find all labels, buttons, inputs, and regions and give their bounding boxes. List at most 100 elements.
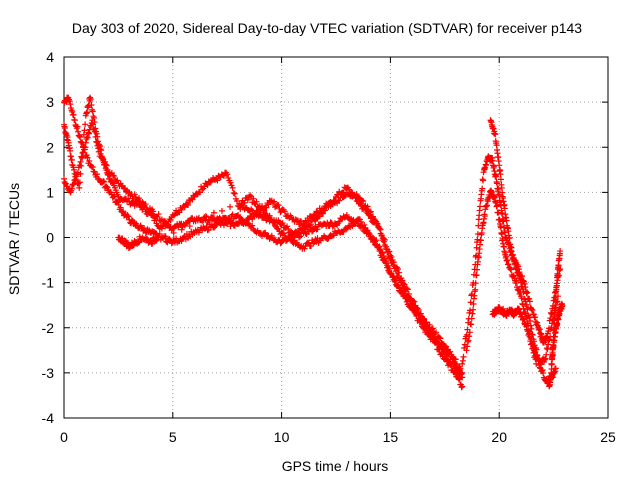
- data-point: [74, 169, 81, 176]
- data-point: [156, 230, 163, 237]
- data-point: [545, 341, 552, 348]
- data-point: [279, 229, 286, 236]
- data-point: [480, 177, 487, 184]
- data-point: [526, 314, 533, 321]
- data-point: [544, 346, 551, 353]
- data-point: [128, 216, 135, 223]
- data-point: [396, 284, 403, 291]
- data-point: [497, 224, 504, 231]
- data-point: [341, 193, 348, 200]
- data-point: [103, 183, 110, 190]
- data-point: [513, 278, 520, 285]
- data-point: [279, 220, 286, 227]
- data-point: [76, 179, 83, 186]
- data-point: [459, 360, 466, 367]
- data-point: [508, 244, 515, 251]
- data-point: [235, 220, 242, 227]
- data-point: [367, 208, 374, 215]
- data-point: [316, 213, 323, 220]
- data-point: [364, 203, 371, 210]
- data-point: [530, 349, 537, 356]
- data-point: [343, 211, 350, 218]
- data-point: [152, 230, 159, 237]
- data-point: [129, 199, 136, 206]
- data-point: [67, 147, 74, 154]
- data-point: [437, 335, 444, 342]
- data-point: [117, 204, 124, 211]
- data-point: [97, 150, 104, 157]
- data-point: [266, 212, 273, 219]
- data-point: [199, 186, 206, 193]
- data-point: [141, 225, 148, 232]
- data-point: [440, 348, 447, 355]
- data-point: [520, 289, 527, 296]
- data-point: [302, 230, 309, 237]
- y-tick-label: -3: [42, 365, 55, 381]
- data-point: [555, 262, 562, 269]
- data-point: [456, 375, 463, 382]
- data-point: [506, 235, 513, 242]
- data-point: [533, 346, 540, 353]
- data-point: [532, 314, 539, 321]
- x-tick-label: 5: [169, 429, 177, 445]
- data-point: [396, 269, 403, 276]
- data-point: [277, 240, 284, 247]
- data-point: [253, 212, 260, 219]
- data-point: [111, 193, 118, 200]
- data-point: [194, 216, 201, 223]
- data-point: [253, 198, 260, 205]
- data-point: [356, 200, 363, 207]
- data-point: [539, 367, 546, 374]
- data-point: [529, 345, 536, 352]
- data-point: [521, 280, 528, 287]
- data-point: [84, 154, 91, 161]
- data-point: [519, 300, 526, 307]
- data-point: [125, 213, 132, 220]
- data-point: [395, 266, 402, 273]
- data-point: [167, 217, 174, 224]
- data-point: [75, 180, 82, 187]
- data-point: [136, 195, 143, 202]
- data-point: [554, 320, 561, 327]
- data-point: [472, 280, 479, 287]
- data-point: [496, 162, 503, 169]
- data-point: [61, 175, 67, 182]
- data-point: [77, 158, 84, 165]
- data-point: [88, 101, 95, 108]
- data-point: [183, 200, 190, 207]
- series-track-j: [548, 300, 566, 368]
- x-tick-label: 15: [383, 429, 399, 445]
- data-point: [373, 218, 380, 225]
- y-tick-label: -4: [42, 410, 55, 426]
- data-point: [231, 190, 238, 197]
- data-point: [399, 277, 406, 284]
- data-point: [314, 226, 321, 233]
- data-point: [244, 196, 251, 203]
- data-point: [69, 108, 76, 115]
- data-point: [521, 295, 528, 302]
- data-point: [71, 117, 78, 124]
- data-point: [178, 206, 185, 213]
- data-point: [553, 280, 560, 287]
- data-point: [66, 98, 73, 105]
- data-point: [381, 236, 388, 243]
- data-point: [428, 326, 435, 333]
- data-point: [69, 181, 76, 188]
- data-point: [170, 212, 177, 219]
- data-point: [310, 240, 317, 247]
- data-point: [494, 202, 501, 209]
- data-point: [508, 266, 515, 273]
- data-point: [401, 281, 408, 288]
- x-tick-label: 25: [600, 429, 616, 445]
- data-point: [538, 331, 545, 338]
- data-point: [336, 197, 343, 204]
- data-point: [467, 307, 474, 314]
- data-point: [559, 302, 566, 309]
- data-point: [492, 131, 499, 138]
- data-point: [472, 286, 479, 293]
- data-point: [543, 351, 550, 358]
- data-point: [386, 248, 393, 255]
- data-point: [505, 261, 512, 268]
- data-point: [89, 108, 96, 115]
